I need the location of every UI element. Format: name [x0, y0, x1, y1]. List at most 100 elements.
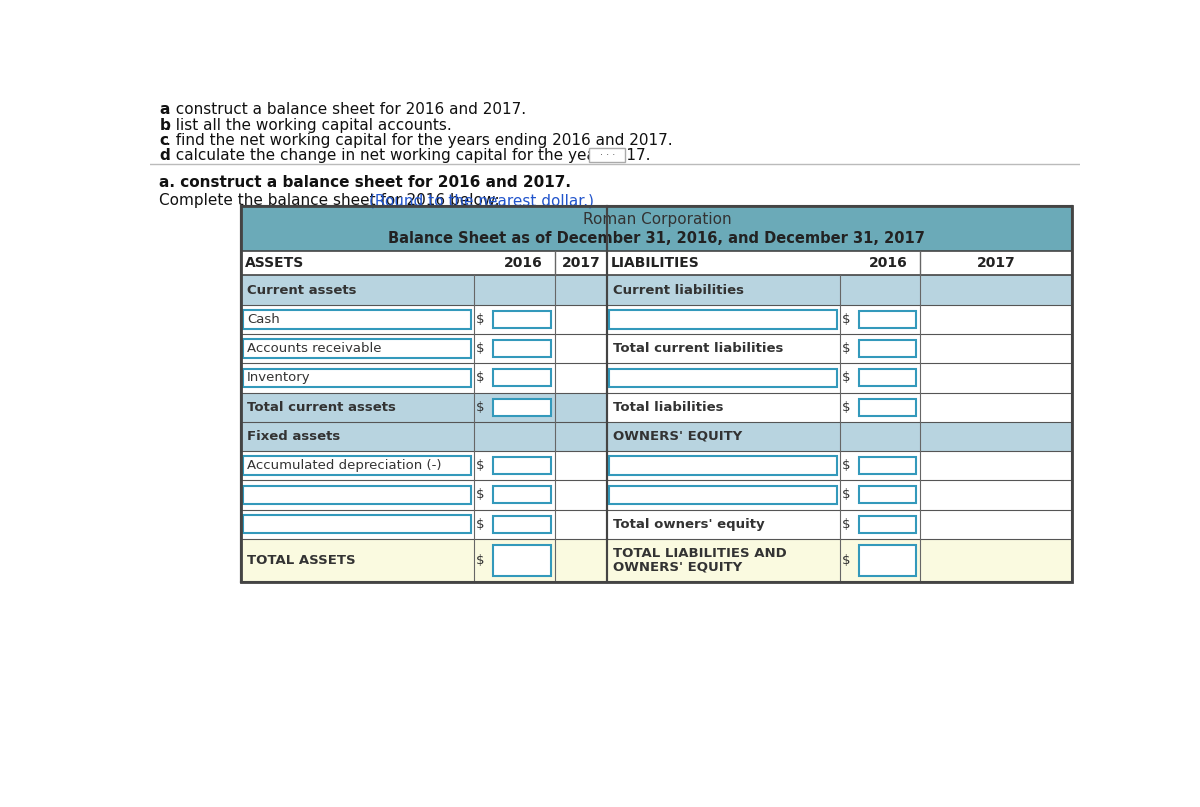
Bar [607, 539, 1073, 582]
Bar [241, 539, 607, 582]
Text: ASSETS: ASSETS [245, 256, 305, 270]
Bar [493, 399, 551, 416]
Bar [607, 275, 1073, 305]
Bar [607, 480, 1073, 509]
Bar [859, 458, 917, 475]
Bar [859, 370, 917, 387]
Bar [859, 311, 917, 328]
Text: Current liabilities: Current liabilities [613, 283, 744, 297]
Text: TOTAL ASSETS: TOTAL ASSETS [247, 554, 355, 567]
Text: $: $ [842, 517, 851, 531]
Bar [608, 369, 836, 387]
Bar [859, 341, 917, 358]
Bar [493, 545, 551, 575]
Bar [242, 340, 470, 358]
Bar [242, 457, 470, 475]
Bar [608, 486, 836, 504]
Text: $: $ [842, 400, 851, 414]
Bar [607, 305, 1073, 334]
Text: Accumulated depreciation (-): Accumulated depreciation (-) [247, 459, 442, 472]
Bar [241, 451, 607, 480]
Bar [242, 515, 470, 533]
Text: 2016: 2016 [869, 256, 908, 270]
Bar [608, 310, 836, 328]
Bar [859, 516, 917, 533]
Text: Fixed assets: Fixed assets [247, 430, 340, 443]
Bar [241, 275, 607, 305]
Text: $: $ [842, 488, 851, 501]
Text: $: $ [476, 400, 485, 414]
Bar [241, 206, 1073, 582]
Bar [242, 310, 470, 328]
Text: Inventory: Inventory [247, 371, 311, 384]
Text: Cash: Cash [247, 313, 280, 326]
Text: . list all the working capital accounts.: . list all the working capital accounts. [166, 118, 451, 132]
Text: 2017: 2017 [562, 256, 600, 270]
Bar [859, 399, 917, 416]
Bar [607, 363, 1073, 392]
Bar [493, 458, 551, 475]
Text: LIABILITIES: LIABILITIES [611, 256, 700, 270]
Text: OWNERS' EQUITY: OWNERS' EQUITY [613, 561, 742, 574]
Text: . construct a balance sheet for 2016 and 2017.: . construct a balance sheet for 2016 and… [166, 102, 526, 117]
Text: Roman Corporation: Roman Corporation [582, 211, 731, 227]
Text: 2017: 2017 [977, 256, 1015, 270]
Text: Balance Sheet as of December 31, 2016, and December 31, 2017: Balance Sheet as of December 31, 2016, a… [389, 231, 925, 246]
Text: OWNERS' EQUITY: OWNERS' EQUITY [613, 430, 742, 443]
Text: Total current liabilities: Total current liabilities [613, 342, 784, 355]
Bar [859, 545, 917, 575]
Text: Total owners' equity: Total owners' equity [613, 517, 764, 531]
Text: Complete the balance sheet for 2016 below:: Complete the balance sheet for 2016 belo… [160, 193, 510, 208]
Bar [242, 369, 470, 387]
Bar [241, 206, 1073, 251]
Text: . calculate the change in net working capital for the year 2017.: . calculate the change in net working ca… [166, 148, 650, 164]
Text: $: $ [476, 488, 485, 501]
Bar [241, 392, 607, 422]
Text: $: $ [842, 554, 851, 567]
Text: a. construct a balance sheet for 2016 and 2017.: a. construct a balance sheet for 2016 an… [160, 175, 571, 190]
Text: d: d [160, 148, 170, 164]
Text: $: $ [476, 554, 485, 567]
Text: a: a [160, 102, 169, 117]
Text: $: $ [476, 517, 485, 531]
Text: $: $ [476, 371, 485, 384]
Text: . find the net working capital for the years ending 2016 and 2017.: . find the net working capital for the y… [166, 133, 672, 148]
Bar [493, 311, 551, 328]
Bar [607, 422, 1073, 451]
Text: $: $ [842, 459, 851, 472]
Text: (Round to the nearest dollar.): (Round to the nearest dollar.) [368, 193, 594, 208]
Bar [589, 148, 625, 161]
Bar [241, 251, 1073, 275]
Bar [859, 487, 917, 504]
Bar [242, 486, 470, 504]
Text: 2016: 2016 [504, 256, 542, 270]
Text: $: $ [842, 371, 851, 384]
Bar [493, 370, 551, 387]
Bar [493, 341, 551, 358]
Bar [607, 509, 1073, 539]
Text: $: $ [476, 313, 485, 326]
Text: $: $ [842, 342, 851, 355]
Text: TOTAL LIABILITIES AND: TOTAL LIABILITIES AND [613, 547, 786, 560]
Bar [241, 363, 607, 392]
Text: · · ·: · · · [600, 149, 614, 160]
Bar [241, 509, 607, 539]
Bar [493, 487, 551, 504]
Bar [241, 206, 1073, 582]
Text: $: $ [476, 459, 485, 472]
Text: b: b [160, 118, 170, 132]
Text: c: c [160, 133, 168, 148]
Bar [493, 516, 551, 533]
Bar [241, 334, 607, 363]
Bar [608, 457, 836, 475]
Text: Total liabilities: Total liabilities [613, 400, 724, 414]
Bar [241, 480, 607, 509]
Text: Total current assets: Total current assets [247, 400, 396, 414]
Bar [607, 334, 1073, 363]
Text: Current assets: Current assets [247, 283, 356, 297]
Bar [241, 305, 607, 334]
Text: Accounts receivable: Accounts receivable [247, 342, 382, 355]
Text: $: $ [842, 313, 851, 326]
Bar [607, 392, 1073, 422]
Bar [607, 451, 1073, 480]
